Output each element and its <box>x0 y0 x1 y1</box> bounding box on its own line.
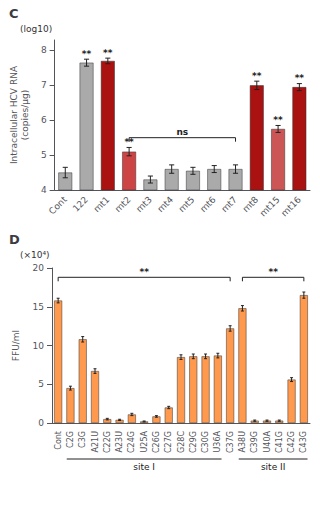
svg-text:10: 10 <box>33 341 45 351</box>
svg-text:4: 4 <box>41 185 47 195</box>
svg-text:0: 0 <box>38 418 44 428</box>
svg-text:G28C: G28C <box>177 431 186 453</box>
svg-text:**: ** <box>268 267 278 277</box>
svg-text:C29G: C29G <box>189 431 198 453</box>
svg-text:mt16: mt16 <box>279 194 303 218</box>
svg-text:U25A: U25A <box>140 430 149 452</box>
svg-text:A23U: A23U <box>115 431 124 453</box>
svg-text:mt5: mt5 <box>177 194 197 214</box>
svg-text:Cont: Cont <box>54 431 63 450</box>
svg-text:C43G: C43G <box>299 431 308 453</box>
svg-text:A21U: A21U <box>91 431 100 453</box>
svg-text:**: ** <box>139 267 149 277</box>
svg-text:mt15: mt15 <box>258 194 282 218</box>
svg-text:C2G: C2G <box>66 431 75 448</box>
svg-text:**: ** <box>82 49 92 59</box>
svg-text:mt6: mt6 <box>198 194 218 214</box>
svg-text:site I: site I <box>133 462 155 472</box>
svg-text:15: 15 <box>33 302 44 312</box>
svg-text:mt3: mt3 <box>134 194 154 214</box>
svg-text:C3G: C3G <box>78 431 87 448</box>
svg-text:**: ** <box>295 73 305 83</box>
svg-text:C30G: C30G <box>201 431 210 453</box>
svg-text:Intracellular HCV RNA: Intracellular HCV RNA <box>9 65 19 164</box>
svg-text:7: 7 <box>41 80 47 90</box>
svg-text:8: 8 <box>41 45 47 55</box>
svg-text:U36A: U36A <box>213 430 222 452</box>
svg-text:**: ** <box>273 115 283 125</box>
svg-text:5: 5 <box>38 379 44 389</box>
svg-text:U40A: U40A <box>263 430 272 452</box>
svg-text:C41G: C41G <box>275 431 284 453</box>
svg-text:Cont: Cont <box>47 194 69 216</box>
svg-text:mt4: mt4 <box>155 194 175 214</box>
svg-text:C37G: C37G <box>226 431 235 453</box>
svg-text:FFU/ml: FFU/ml <box>11 330 21 361</box>
svg-text:C27G: C27G <box>164 431 173 453</box>
svg-text:C24G: C24G <box>127 431 136 453</box>
svg-text:(copies/μg): (copies/μg) <box>20 90 30 140</box>
svg-text:C: C <box>9 6 19 21</box>
svg-text:6: 6 <box>41 115 47 125</box>
svg-text:C26G: C26G <box>152 431 161 453</box>
svg-text:mt8: mt8 <box>240 194 261 215</box>
svg-text:5: 5 <box>41 150 47 160</box>
svg-text:(×10⁴): (×10⁴) <box>20 250 50 260</box>
svg-text:122: 122 <box>71 194 90 213</box>
svg-text:mt1: mt1 <box>92 194 112 214</box>
svg-text:(log10): (log10) <box>20 24 52 34</box>
svg-text:mt7: mt7 <box>219 194 239 214</box>
svg-text:D: D <box>9 232 20 247</box>
svg-text:**: ** <box>252 71 262 81</box>
svg-text:**: ** <box>103 48 113 58</box>
svg-text:C42G: C42G <box>287 431 296 453</box>
svg-text:C39G: C39G <box>250 431 259 453</box>
svg-text:site II: site II <box>261 462 285 472</box>
svg-text:ns: ns <box>176 127 188 137</box>
svg-text:A38U: A38U <box>238 431 247 453</box>
svg-text:20: 20 <box>33 263 45 273</box>
svg-text:C22G: C22G <box>103 431 112 453</box>
svg-text:mt2: mt2 <box>113 194 133 214</box>
